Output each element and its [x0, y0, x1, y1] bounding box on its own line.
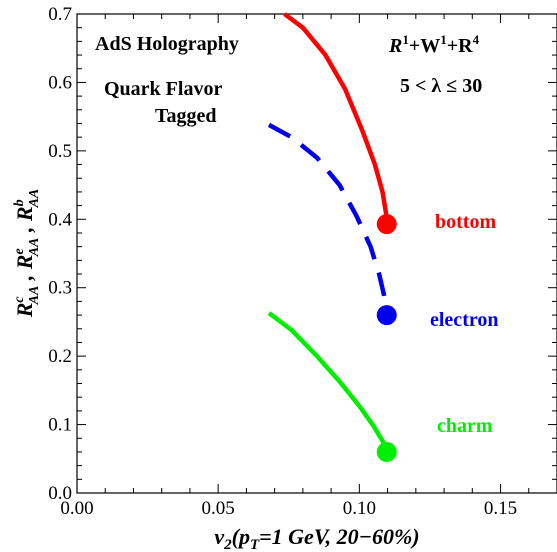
- annotation-model: R1+W1+R4: [388, 32, 480, 57]
- series-line-charm: [267, 311, 389, 453]
- annotation-lambda-range: 5 < λ ≤ 30: [400, 75, 482, 97]
- x-tick-label: 0.00: [60, 498, 93, 519]
- series-endpoint-bottom: [376, 214, 397, 235]
- series-line-electron: [267, 122, 389, 310]
- x-axis-title: v2(pT=1 GeV, 20−60%): [214, 524, 419, 552]
- y-tick-label: 0.3: [48, 278, 72, 299]
- series-endpoints: [376, 214, 397, 462]
- y-tick-label: 0.7: [48, 4, 72, 25]
- series-endpoint-electron: [376, 305, 397, 326]
- x-tick-label: 0.05: [202, 498, 235, 519]
- y-tick-label: 0.6: [48, 72, 72, 93]
- plot-frame: [76, 13, 557, 494]
- x-tick-label: 0.10: [343, 498, 376, 519]
- annotation-quark-flavor: Quark Flavor: [104, 78, 222, 100]
- axis-ticks: [76, 13, 557, 494]
- series-label-bottom: bottom: [435, 211, 496, 233]
- axis-tick-labels: 0.00 0.05 0.10 0.15 0.0 0.1 0.2 0.3 0.4 0.5 0.6 0.7: [48, 4, 517, 519]
- annotation-tagged: Tagged: [155, 105, 217, 127]
- x-tick-label: 0.15: [484, 498, 517, 519]
- y-tick-label: 0.4: [48, 209, 72, 230]
- series-label-electron: electron: [430, 309, 499, 331]
- series-endpoint-charm: [376, 441, 397, 462]
- series-label-charm: charm: [437, 415, 493, 437]
- annotation-ads-holography: AdS Holography: [95, 33, 239, 55]
- series-line-bottom: [283, 12, 389, 225]
- y-tick-label: 0.2: [48, 346, 72, 367]
- y-tick-label: 0.0: [48, 483, 72, 504]
- y-tick-label: 0.5: [48, 141, 72, 162]
- y-axis-title: RcAA , ReAA , RbAA: [12, 189, 42, 319]
- y-tick-label: 0.1: [48, 415, 72, 436]
- series-lines: [267, 12, 389, 453]
- series-labels: bottom electron charm: [430, 211, 499, 437]
